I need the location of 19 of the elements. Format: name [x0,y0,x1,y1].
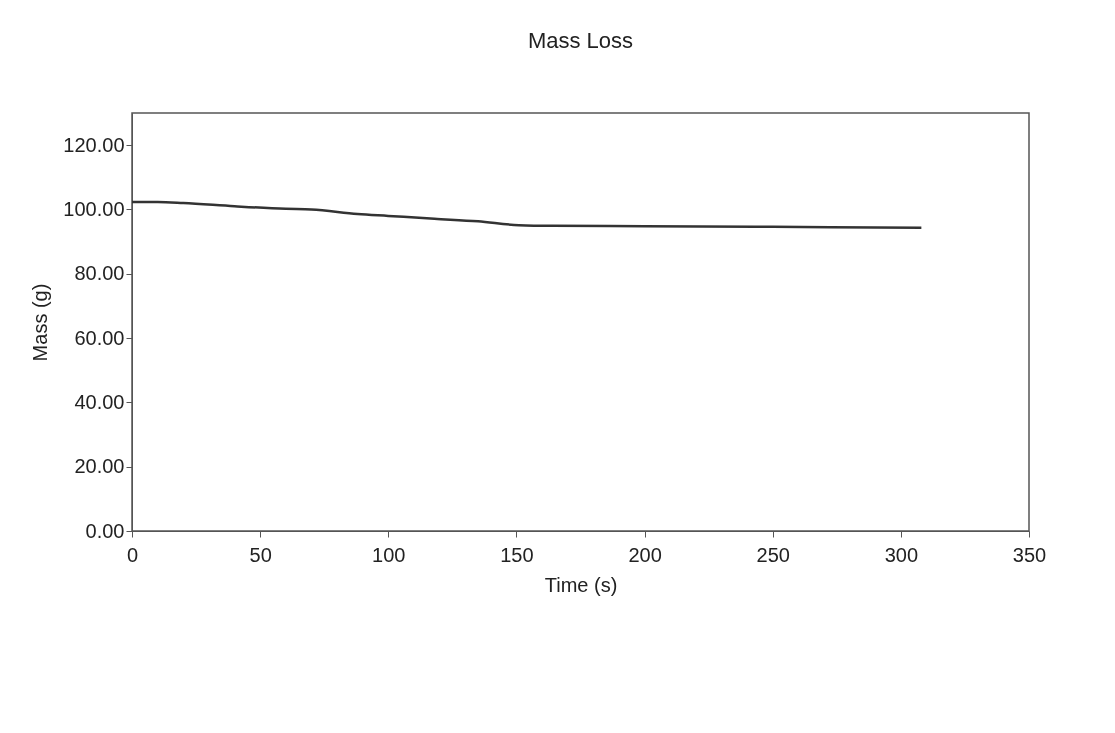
x-tick-label: 200 [628,543,662,566]
y-tick-label: 20.00 [74,455,125,478]
x-tick-label: 250 [756,543,790,566]
y-tick-label: 100.00 [63,197,125,220]
x-tick-label: 350 [1012,543,1047,566]
line-series [130,200,923,230]
y-tick-label: 80.00 [74,262,125,285]
x-tick-label: 50 [249,543,272,566]
y-tick-label: 60.00 [74,326,125,349]
x-axis-title: Time (s) [544,573,618,596]
x-tick-label: 100 [372,543,406,566]
x-tick-label: 0 [126,543,139,566]
y-axis-title: Mass (g) [29,283,52,362]
y-tick-label: 40.00 [74,390,125,413]
x-tick-label: 150 [500,543,534,566]
x-tick-label: 300 [884,543,919,566]
y-tick-label: 120.00 [63,133,125,156]
y-tick-label: 0.00 [85,519,125,542]
chart-title: Mass Loss [527,28,634,53]
